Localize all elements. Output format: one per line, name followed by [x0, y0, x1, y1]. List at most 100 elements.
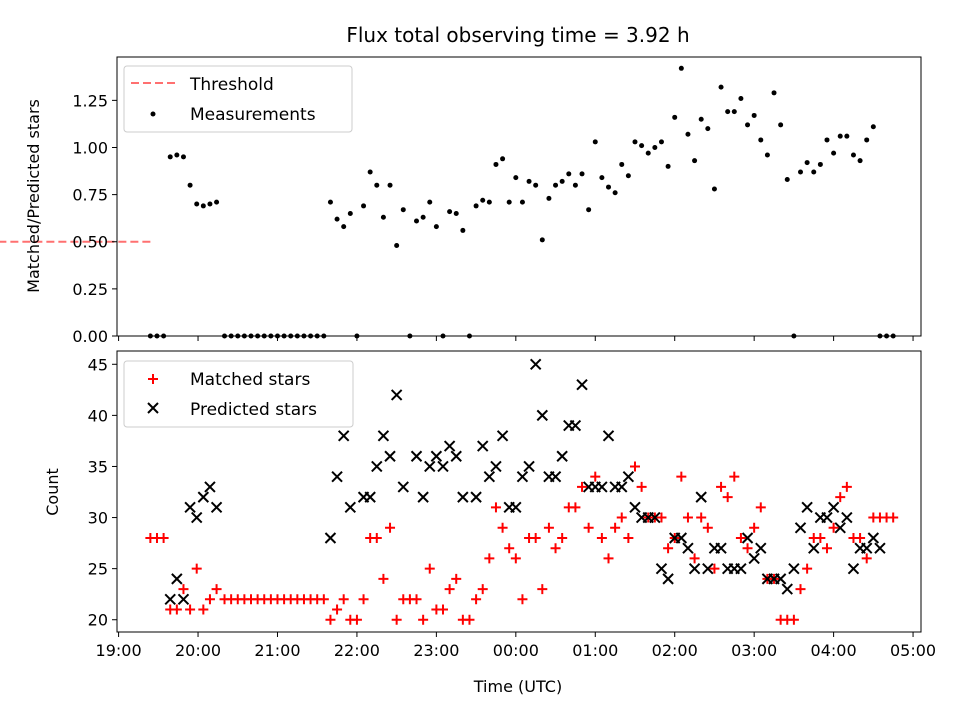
predicted-star-point	[781, 583, 793, 595]
bottom-x-axis-ticks: 19:00 20:00 21:00 22:00 23:00 00:00 01:00 02:00…	[96, 632, 936, 660]
measurement-point	[844, 133, 850, 139]
matched-star-point	[550, 543, 561, 554]
measurement-point	[784, 177, 790, 183]
predicted-star-point	[649, 511, 661, 524]
matched-star-point	[351, 614, 362, 625]
matched-star-point	[391, 614, 402, 625]
measurement-point	[493, 161, 499, 167]
top-y-tick-label: 0.25	[72, 280, 108, 299]
matched-star-point	[543, 522, 554, 533]
measurement-point	[837, 133, 843, 139]
matched-star-point	[418, 614, 429, 625]
predicted-star-point	[424, 460, 436, 473]
predicted-star-point	[384, 450, 396, 462]
predicted-star-point	[483, 470, 496, 483]
predicted-star-point	[197, 491, 210, 503]
measurement-point	[374, 182, 380, 188]
x-axis-label: Time (UTC)	[473, 677, 562, 696]
bottom-y-tick-label: 35	[88, 457, 108, 476]
measurement-point	[778, 122, 784, 128]
measurement-point	[420, 214, 426, 220]
predicted-star-point	[629, 501, 641, 514]
predicted-star-point	[417, 491, 429, 503]
predicted-star-point	[808, 542, 820, 554]
predicted-star-point	[529, 358, 542, 370]
matched-star-point	[821, 543, 832, 554]
matched-star-point	[358, 594, 369, 605]
measurement-point	[652, 144, 658, 150]
bottom-y-tick-label: 45	[88, 355, 108, 374]
predicted-star-point	[569, 419, 582, 432]
measurement-point	[705, 126, 711, 132]
predicted-star-point	[477, 440, 489, 452]
legend-label-measurements: Measurements	[190, 105, 316, 125]
predicted-star-point	[735, 562, 747, 575]
matched-star-point	[689, 553, 700, 564]
measurement-point	[207, 201, 213, 207]
predicted-star-point	[556, 450, 568, 462]
predicted-star-point	[490, 460, 502, 473]
measurement-point	[771, 90, 777, 96]
matched-star-point	[204, 594, 215, 605]
legend-label-predicted: Predicted stars	[190, 400, 317, 420]
predicted-star-point	[702, 562, 714, 575]
measurement-point	[606, 184, 612, 190]
measurement-point	[639, 143, 645, 149]
predicted-star-point	[596, 481, 608, 493]
measurement-point	[473, 203, 479, 209]
top-y-tick-label: 0.00	[72, 327, 108, 346]
matched-star-point	[735, 532, 746, 543]
matched-star-point	[477, 584, 488, 595]
matched-star-point	[158, 532, 169, 543]
top-y-axis-ticks: 0.00 0.25 0.50 0.75 1.00 1.25	[72, 91, 117, 346]
matched-star-point	[504, 543, 515, 554]
matched-star-point	[861, 553, 872, 564]
measurement-point	[798, 169, 804, 175]
matched-star-point	[484, 553, 495, 564]
measurement-point	[685, 131, 691, 137]
matched-star-point	[656, 512, 667, 523]
matched-star-point	[610, 522, 621, 533]
measurement-point	[831, 150, 837, 156]
matched-star-point	[636, 481, 647, 492]
predicted-star-point	[390, 389, 403, 401]
matched-star-point	[788, 614, 799, 625]
matched-star-point	[629, 461, 640, 472]
predicted-star-point	[821, 511, 833, 524]
matched-star-point	[755, 502, 766, 513]
predicted-star-point	[682, 542, 694, 554]
matched-star-point	[464, 614, 475, 625]
top-y-tick-label: 0.50	[72, 233, 108, 252]
measurement-point	[553, 182, 559, 188]
predicted-star-point	[788, 562, 800, 575]
predicted-star-point	[536, 409, 549, 422]
predicted-star-point	[410, 450, 423, 462]
matched-star-point	[802, 563, 813, 574]
measurement-point	[506, 199, 512, 205]
predicted-star-point	[430, 450, 443, 462]
predicted-star-point	[510, 501, 522, 514]
measurement-point	[167, 154, 173, 160]
matched-star-point	[198, 604, 209, 615]
predicted-star-point	[688, 562, 701, 575]
bottom-legend: Matched stars Predicted stars	[123, 360, 354, 428]
measurement-point	[194, 201, 200, 207]
predicted-star-point	[715, 542, 727, 554]
x-tick-label: 23:00	[413, 641, 459, 660]
top-legend-box	[123, 65, 353, 133]
matched-star-point	[371, 532, 382, 543]
matched-star-point	[828, 522, 839, 533]
predicted-star-point	[437, 460, 449, 473]
measurement-point	[526, 178, 532, 184]
predicted-star-point	[774, 573, 787, 585]
matched-star-point	[663, 543, 674, 554]
predicted-star-point	[655, 562, 668, 575]
x-tick-label: 00:00	[493, 641, 539, 660]
top-x-axis-ticks	[118, 336, 914, 341]
measurement-point	[546, 195, 552, 201]
predicted-star-point	[616, 481, 628, 493]
predicted-star-point	[662, 573, 674, 585]
bottom-y-tick-label: 20	[88, 611, 108, 630]
x-tick-label: 21:00	[254, 641, 300, 660]
matched-star-point	[385, 522, 396, 533]
